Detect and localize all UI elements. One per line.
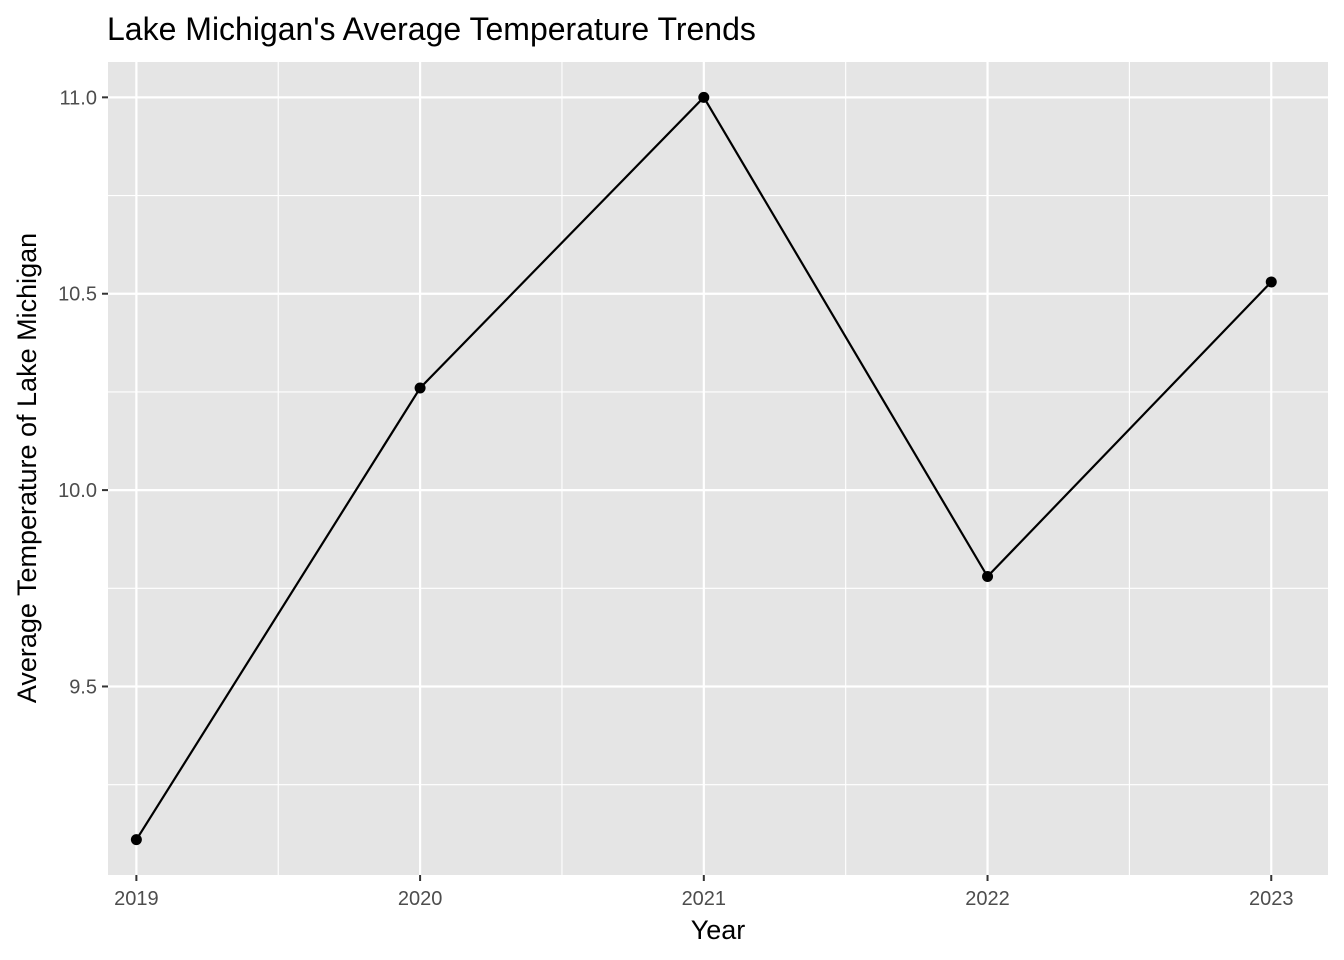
data-point xyxy=(698,91,710,103)
x-tick-label: 2022 xyxy=(965,888,1010,910)
major-gridlines xyxy=(108,62,1328,875)
minor-gridlines xyxy=(108,62,1328,875)
data-point xyxy=(414,382,426,394)
chart-title: Lake Michigan's Average Temperature Tren… xyxy=(107,11,756,47)
x-tick-label: 2019 xyxy=(114,888,159,910)
y-tick-label: 9.5 xyxy=(69,676,97,698)
plot-panel xyxy=(108,62,1328,875)
x-axis-title: Year xyxy=(691,915,746,945)
y-tick-label: 10.5 xyxy=(58,284,97,306)
data-point xyxy=(130,834,142,846)
x-axis: 2019 2020 2021 2022 2023 xyxy=(114,875,1294,910)
x-tick-label: 2023 xyxy=(1249,888,1294,910)
x-tick-label: 2020 xyxy=(398,888,443,910)
x-tick-label: 2021 xyxy=(682,888,727,910)
y-axis: 9.5 10.0 10.5 11.0 xyxy=(58,87,108,698)
y-tick-label: 11.0 xyxy=(60,87,97,109)
y-tick-label: 10.0 xyxy=(58,480,97,502)
y-axis-title: Average Temperature of Lake Michigan xyxy=(12,233,42,703)
data-point xyxy=(982,571,994,583)
data-point xyxy=(1265,276,1277,288)
data-points xyxy=(130,91,1277,846)
